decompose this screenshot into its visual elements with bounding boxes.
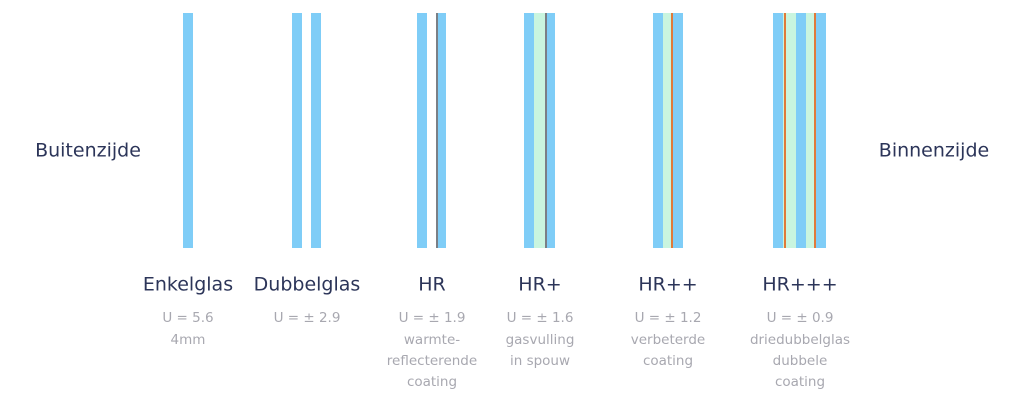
- u-value: U = ± 0.9: [767, 310, 834, 326]
- description: gasvulling: [506, 332, 575, 348]
- u-value: U = 5.6: [162, 310, 213, 326]
- description: reflecterende: [387, 353, 477, 369]
- coating: [671, 13, 673, 248]
- glass-name: Enkelglas: [143, 274, 233, 296]
- pane: [673, 13, 683, 248]
- pane: [183, 13, 193, 248]
- description: warmte-: [404, 332, 460, 348]
- glass-name: HR++: [638, 274, 697, 296]
- description: in spouw: [510, 353, 570, 369]
- gas: [783, 13, 796, 248]
- u-value: U = ± 1.9: [399, 310, 466, 326]
- pane: [816, 13, 826, 248]
- pane: [796, 13, 806, 248]
- glass-name: HR+++: [762, 274, 837, 296]
- description: coating: [775, 374, 825, 390]
- description: coating: [407, 374, 457, 390]
- coating: [545, 13, 547, 248]
- pane: [311, 13, 321, 248]
- glass-name: HR+: [518, 274, 561, 296]
- description: verbeterde: [631, 332, 706, 348]
- pane: [545, 13, 555, 248]
- pane: [524, 13, 534, 248]
- coating: [814, 13, 816, 248]
- u-value: U = ± 1.2: [635, 310, 702, 326]
- pane: [653, 13, 663, 248]
- glass-name: HR: [418, 274, 446, 296]
- coating: [784, 13, 786, 248]
- outside-label: Buitenzijde: [35, 140, 141, 162]
- coating: [436, 13, 438, 248]
- description: driedubbelglas: [750, 332, 850, 348]
- pane: [773, 13, 783, 248]
- description: dubbele: [773, 353, 828, 369]
- panes: [183, 13, 826, 248]
- gas: [663, 13, 672, 248]
- u-value: U = ± 2.9: [274, 310, 341, 326]
- pane: [417, 13, 427, 248]
- description: coating: [643, 353, 693, 369]
- pane: [292, 13, 302, 248]
- pane: [436, 13, 446, 248]
- u-value: U = ± 1.6: [507, 310, 574, 326]
- gas: [806, 13, 816, 248]
- inside-label: Binnenzijde: [879, 140, 989, 162]
- gas: [534, 13, 545, 248]
- glass-name: Dubbelglas: [254, 274, 361, 296]
- description: 4mm: [171, 332, 206, 348]
